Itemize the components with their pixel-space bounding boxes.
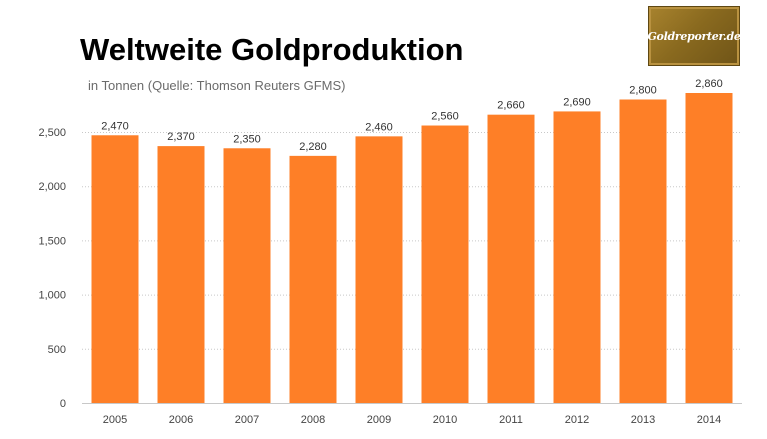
y-tick-label: 2,500 [38, 127, 66, 139]
x-tick-label: 2010 [433, 414, 457, 426]
y-tick-label: 1,000 [38, 290, 66, 302]
bar-2008[interactable] [289, 155, 337, 403]
grid-lines [82, 132, 742, 404]
x-tick-label: 2012 [565, 414, 589, 426]
value-label: 2,280 [299, 141, 327, 153]
x-tick-label: 2009 [367, 414, 391, 426]
y-tick-label: 0 [60, 398, 66, 410]
bar-2009[interactable] [355, 136, 403, 404]
logo-text: Goldreporter.de [647, 29, 741, 43]
bar-2005[interactable] [91, 135, 139, 404]
value-label: 2,860 [695, 78, 723, 90]
bar-2007[interactable] [223, 148, 271, 403]
value-label: 2,460 [365, 121, 393, 133]
x-tick-label: 2008 [301, 414, 325, 426]
x-tick-label: 2013 [631, 414, 655, 426]
y-tick-label: 1,500 [38, 235, 66, 247]
bar-2006[interactable] [157, 146, 205, 404]
bar-2012[interactable] [553, 111, 601, 403]
value-label: 2,350 [233, 133, 261, 145]
value-label: 2,470 [101, 120, 129, 132]
value-labels: 2,470 2,370 2,350 2,280 2,460 2,560 2,660 2,690… [101, 78, 723, 153]
bar-2010[interactable] [421, 125, 469, 403]
bar-2013[interactable] [619, 99, 667, 404]
x-tick-label: 2007 [235, 414, 259, 426]
value-label: 2,690 [563, 96, 591, 108]
value-label: 2,800 [629, 85, 657, 97]
chart-title: Weltweite Goldproduktion [80, 32, 464, 67]
value-label: 2,370 [167, 131, 195, 143]
x-tick-label: 2006 [169, 414, 193, 426]
y-tick-label: 2,000 [38, 181, 66, 193]
y-tick-label: 500 [48, 344, 66, 356]
x-tick-label: 2005 [103, 414, 127, 426]
bars [91, 93, 733, 404]
bar-2011[interactable] [487, 114, 535, 404]
y-axis-ticks: 0 500 1,000 1,500 2,000 2,500 [38, 127, 66, 410]
x-axis-ticks: 2005 2006 2007 2008 2009 2010 2011 2012 2013 2014 [103, 414, 721, 426]
x-tick-label: 2014 [697, 414, 721, 426]
bar-2014[interactable] [685, 93, 733, 403]
value-label: 2,560 [431, 111, 459, 123]
chart-subtitle: in Tonnen (Quelle: Thomson Reuters GFMS) [88, 78, 346, 93]
x-tick-label: 2011 [499, 414, 523, 426]
goldreporter-logo[interactable]: Goldreporter.de [647, 6, 741, 66]
value-label: 2,660 [497, 100, 525, 112]
